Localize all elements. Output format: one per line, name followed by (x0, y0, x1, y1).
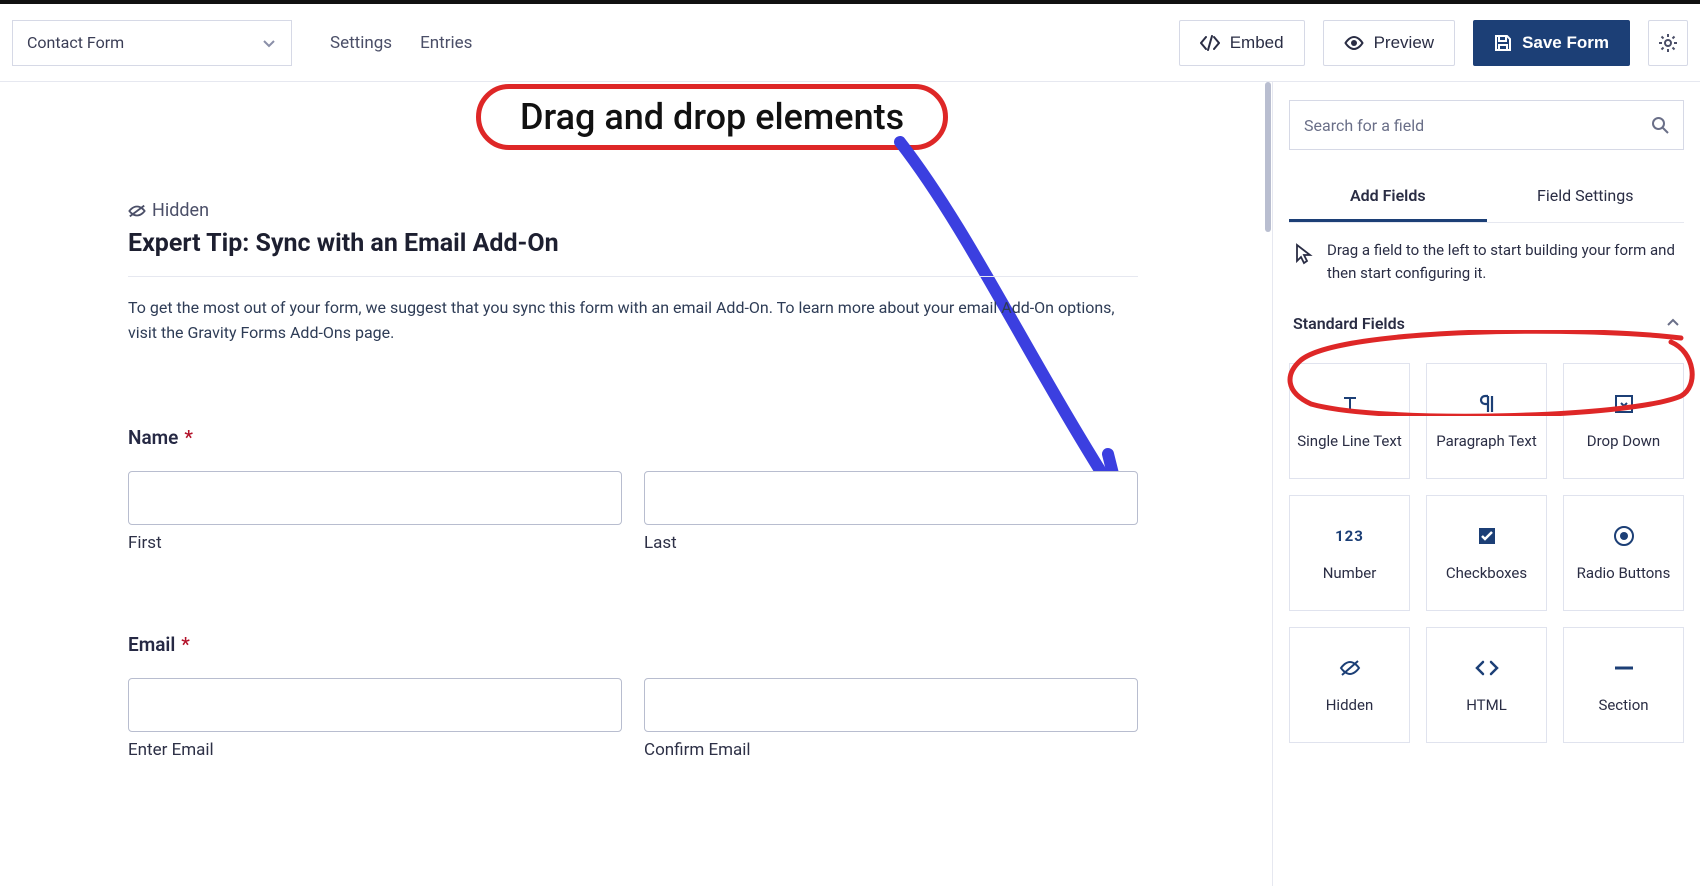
text-icon (1340, 392, 1360, 416)
hidden-label: Hidden (152, 200, 209, 221)
sidebar-tabs: Add Fields Field Settings (1289, 176, 1684, 223)
drag-hint-notice: Drag a field to the left to start buildi… (1289, 223, 1684, 302)
preview-button[interactable]: Preview (1323, 20, 1455, 66)
email-field-label: Email (128, 633, 175, 656)
top-tab-links: Settings Entries (330, 33, 472, 53)
paragraph-icon (1479, 392, 1495, 416)
tab-add-fields[interactable]: Add Fields (1289, 176, 1487, 222)
tab-field-settings[interactable]: Field Settings (1487, 176, 1685, 222)
chevron-up-icon (1666, 316, 1680, 330)
html-icon (1475, 656, 1499, 680)
code-icon (1200, 35, 1220, 51)
field-tile-drop-down[interactable]: Drop Down (1563, 363, 1684, 479)
preview-label: Preview (1374, 33, 1434, 53)
required-asterisk: * (184, 426, 193, 449)
field-tile-number[interactable]: 123Number (1289, 495, 1410, 611)
tip-body: To get the most out of your form, we sug… (128, 295, 1138, 346)
save-form-button[interactable]: Save Form (1473, 20, 1630, 66)
field-tile-single-line-text[interactable]: Single Line Text (1289, 363, 1410, 479)
section-icon (1613, 656, 1635, 680)
last-name-input[interactable] (644, 471, 1138, 525)
enter-email-sublabel: Enter Email (128, 740, 622, 760)
scrollbar-thumb[interactable] (1265, 82, 1271, 232)
checkbox-icon (1477, 524, 1497, 548)
field-tile-html[interactable]: HTML (1426, 627, 1547, 743)
fields-sidebar: Search for a field Add Fields Field Sett… (1272, 82, 1700, 886)
confirm-email-sublabel: Confirm Email (644, 740, 1138, 760)
embed-label: Embed (1230, 33, 1284, 53)
entries-link[interactable]: Entries (420, 33, 472, 53)
name-field-label: Name (128, 426, 178, 449)
form-switcher-label: Contact Form (27, 33, 124, 52)
enter-email-input[interactable] (128, 678, 622, 732)
confirm-email-input[interactable] (644, 678, 1138, 732)
field-tile-section[interactable]: Section (1563, 627, 1684, 743)
radio-icon (1613, 524, 1635, 548)
standard-fields-section-toggle[interactable]: Standard Fields (1289, 302, 1684, 341)
dropdown-icon (1614, 392, 1634, 416)
tip-title: Expert Tip: Sync with an Email Add-On (128, 229, 1138, 258)
field-search-input[interactable]: Search for a field (1289, 100, 1684, 150)
search-icon (1651, 116, 1669, 134)
first-name-input[interactable] (128, 471, 622, 525)
save-label: Save Form (1522, 33, 1609, 53)
standard-fields-title: Standard Fields (1293, 314, 1405, 333)
last-name-sublabel: Last (644, 533, 1138, 553)
form-switcher-dropdown[interactable]: Contact Form (12, 20, 292, 66)
canvas-scrollbar[interactable] (1264, 82, 1272, 886)
chevron-down-icon (261, 35, 277, 51)
name-field[interactable]: Name * First Last (128, 426, 1138, 553)
top-bar: Contact Form Settings Entries Embed Prev… (0, 4, 1700, 82)
save-icon (1494, 34, 1512, 52)
gear-icon (1658, 33, 1678, 53)
settings-link[interactable]: Settings (330, 33, 392, 53)
embed-button[interactable]: Embed (1179, 20, 1305, 66)
field-tile-paragraph-text[interactable]: Paragraph Text (1426, 363, 1547, 479)
number-icon: 123 (1335, 524, 1364, 548)
field-search-placeholder: Search for a field (1304, 116, 1424, 135)
standard-fields-grid: Single Line Text Paragraph Text Drop Dow… (1289, 363, 1684, 743)
field-tile-radio-buttons[interactable]: Radio Buttons (1563, 495, 1684, 611)
hidden-icon (1339, 656, 1361, 680)
expert-tip-block: Hidden Expert Tip: Sync with an Email Ad… (128, 200, 1138, 346)
field-tile-checkboxes[interactable]: Checkboxes (1426, 495, 1547, 611)
eye-icon (1344, 35, 1364, 51)
field-tile-hidden[interactable]: Hidden (1289, 627, 1410, 743)
cursor-icon (1295, 243, 1313, 265)
form-settings-gear-button[interactable] (1648, 20, 1688, 66)
email-field[interactable]: Email * Enter Email Confirm Email (128, 633, 1138, 760)
hidden-eye-icon (128, 203, 146, 219)
required-asterisk: * (181, 633, 190, 656)
drag-hint-text: Drag a field to the left to start buildi… (1327, 239, 1678, 286)
form-canvas[interactable]: Drag and drop elements Hidden Expert Tip… (0, 82, 1272, 886)
first-name-sublabel: First (128, 533, 622, 553)
